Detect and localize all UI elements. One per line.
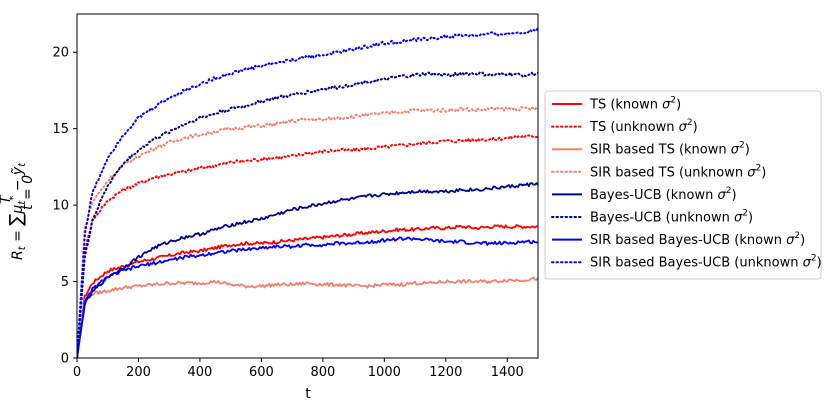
y-tick-label: 20 [52,46,69,61]
series-line [77,276,538,358]
legend-entry-label: Bayes-UCB (known σ2) [590,186,737,203]
series-line [77,182,538,358]
legend-box [544,90,822,280]
x-tick-label: 400 [188,365,213,380]
plot-frame [76,13,539,359]
y-axis-ticks: 0 5 10 15 20 [52,46,77,367]
x-tick-label: 1000 [368,365,401,380]
y-axis-label: Rt = ∑μt* − ỹt T t = 0 [0,162,36,260]
y-tick-label: 0 [61,352,69,367]
x-axis-label: t [305,386,311,402]
x-tick-label: 600 [249,365,274,380]
y-tick-label: 15 [52,122,69,137]
series-line [77,26,538,358]
legend-entry-label: SIR based Bayes-UCB (unknown σ2) [590,254,822,271]
legend: TS (known σ2) TS (unknown σ2) SIR based TS… [544,90,822,280]
series-line [77,224,538,358]
plot-area: 0 200 400 600 800 1000 1200 1400 0 5 10 15 20 [52,13,539,380]
legend-entry-label: TS (unknown σ2) [589,118,698,135]
x-tick-label: 1400 [491,365,524,380]
legend-entry-label: SIR based TS (unknown σ2) [590,163,766,180]
series-line [77,236,538,358]
x-tick-label: 0 [73,365,81,380]
y-tick-label: 10 [52,199,69,214]
x-tick-label: 1200 [429,365,462,380]
x-tick-label: 800 [310,365,335,380]
series-line [77,71,538,358]
legend-entry-label: SIR based TS (known σ2) [590,141,750,158]
svg-text:Rt = ∑μt* − ỹt: Rt = ∑μt* − ỹt [6,162,28,260]
legend-entry-label: Bayes-UCB (unknown σ2) [590,209,753,226]
y-tick-label: 5 [61,275,69,290]
series-line [77,134,538,358]
x-tick-label: 200 [126,365,151,380]
legend-entry-label: TS (known σ2) [589,96,681,113]
svg-text:T: T [0,194,14,204]
series-line [77,106,538,358]
legend-entry-label: SIR based Bayes-UCB (known σ2) [590,231,805,248]
series-layer [77,26,538,358]
svg-text:t = 0: t = 0 [20,175,36,210]
x-axis-ticks: 0 200 400 600 800 1000 1200 1400 [73,358,524,380]
